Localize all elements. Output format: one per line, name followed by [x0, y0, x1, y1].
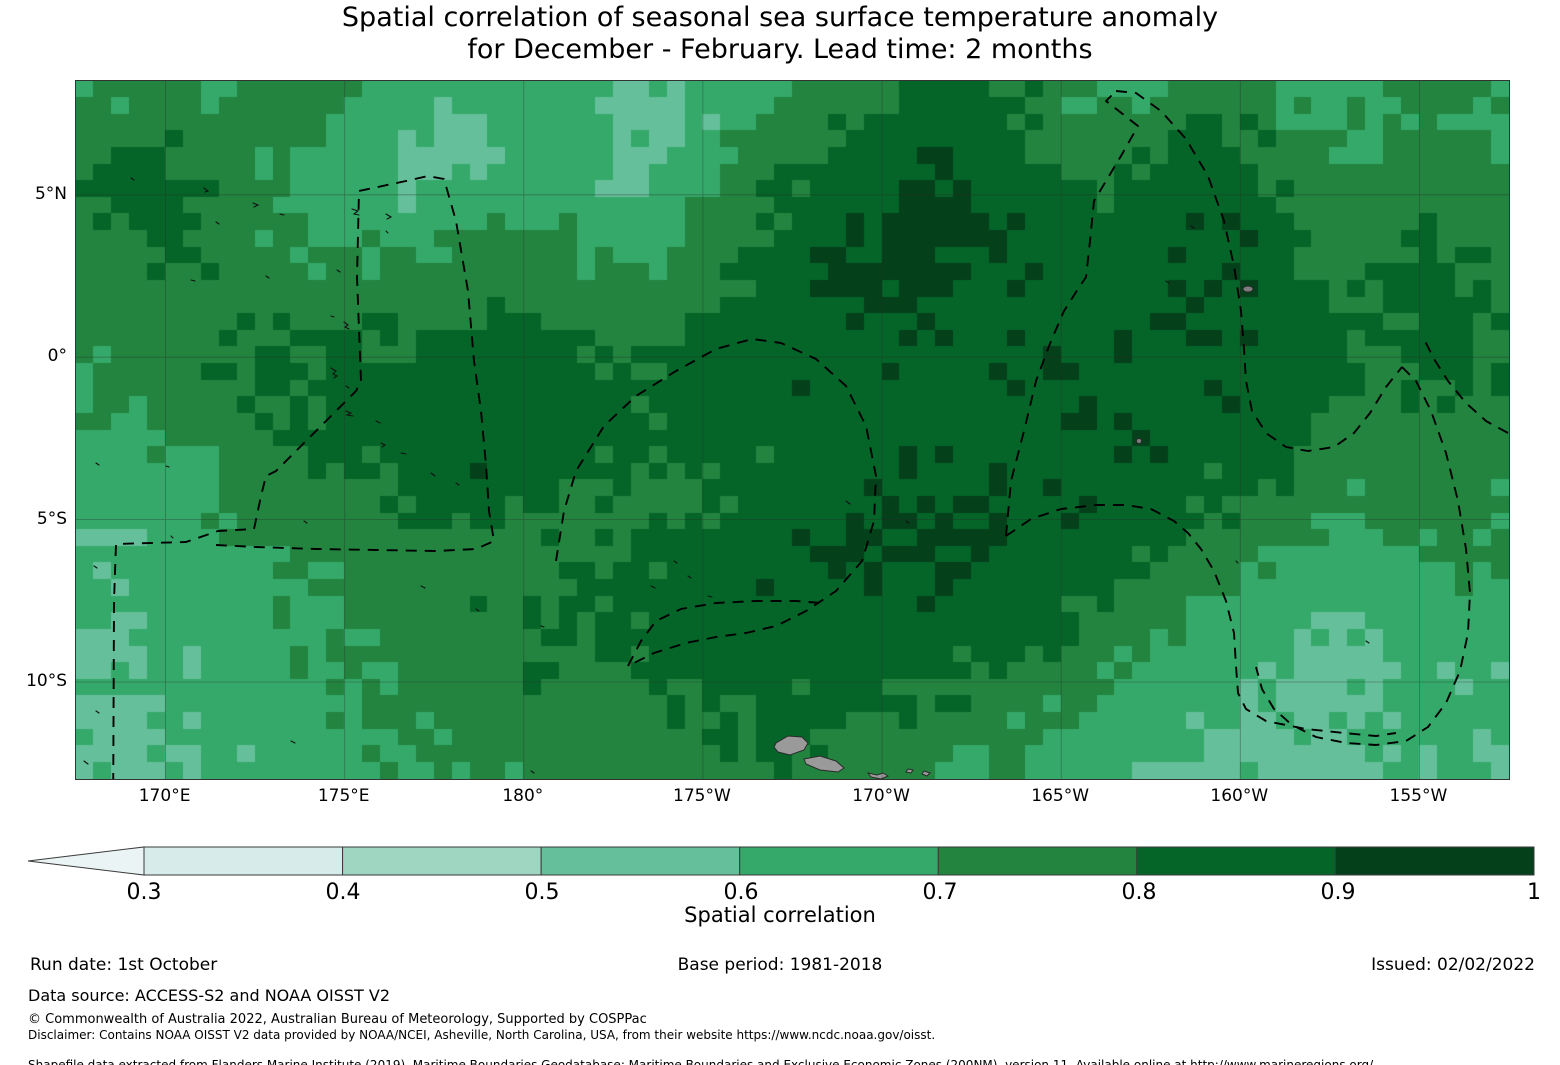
footer: Data source: ACCESS-S2 and NOAA OISST V2…: [28, 985, 1548, 1065]
title-line-2: for December - February. Lead time: 2 mo…: [467, 33, 1093, 65]
page-title: Spatial correlation of seasonal sea surf…: [0, 2, 1560, 66]
colorbar-tick: 0.9: [1320, 880, 1356, 905]
xtick-label: 165°W: [1031, 786, 1090, 806]
colorbar-tick: 0.4: [325, 880, 361, 905]
xtick-label: 175°W: [673, 786, 731, 806]
colorbar-axis-label: Spatial correlation: [684, 903, 876, 927]
xtick-label: 155°W: [1389, 786, 1448, 806]
ytick-label: 10°S: [26, 671, 67, 691]
metadata-row: Run date: 1st October Base period: 1981-…: [0, 955, 1560, 981]
colorbar-tick: 0.8: [1121, 880, 1157, 905]
xtick-label: 175°E: [317, 786, 370, 806]
base-period-text: Base period: 1981-2018: [677, 955, 883, 975]
colorbar-tick: 0.3: [126, 880, 162, 905]
colorbar-tick: 0.7: [922, 880, 958, 905]
title-line-1: Spatial correlation of seasonal sea surf…: [341, 2, 1219, 33]
copyright-text: © Commonwealth of Australia 2022, Austra…: [28, 1011, 647, 1027]
data-source-text: Data source: ACCESS-S2 and NOAA OISST V2: [28, 986, 391, 1005]
xtick-label: 170°W: [852, 786, 910, 806]
ytick-label: 5°S: [36, 508, 67, 529]
map-plot-area[interactable]: [75, 80, 1510, 780]
colorbar-tick: 0.5: [524, 880, 560, 905]
xtick-label: 180°: [502, 786, 544, 806]
shapefile-credit-text: Shapefile data extracted from Flanders M…: [28, 1057, 1377, 1065]
issued-date-text: Issued: 02/02/2022: [1371, 955, 1535, 975]
ytick-label: 0°: [47, 346, 67, 367]
run-date-text: Run date: 1st October: [30, 955, 218, 975]
colorbar-swatches: [27, 846, 1535, 876]
ytick-label: 5°N: [34, 183, 67, 204]
colorbar-tick: 0.6: [723, 880, 759, 905]
xtick-label: 170°E: [138, 786, 191, 806]
disclaimer-text: Disclaimer: Contains NOAA OISST V2 data …: [28, 1027, 936, 1042]
xtick-label: 160°W: [1210, 786, 1269, 806]
colorbar-tick: 1: [1527, 880, 1541, 905]
correlation-heatmap: [76, 81, 1509, 779]
colorbar[interactable]: [0, 845, 1560, 879]
